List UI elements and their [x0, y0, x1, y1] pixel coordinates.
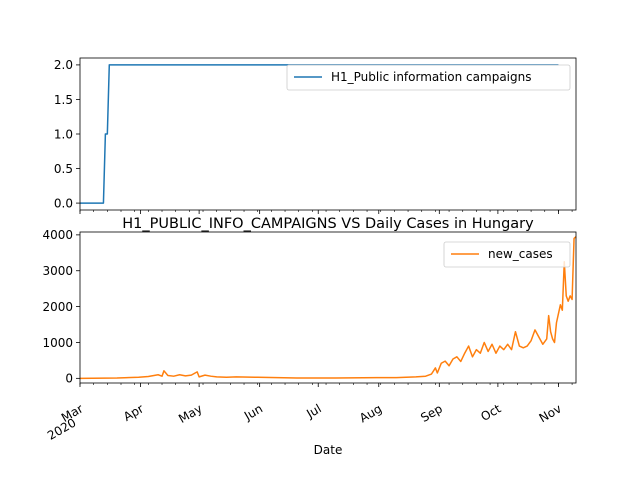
bottom-ytick-label: 4000 — [42, 228, 73, 242]
bottom-series-line-0 — [79, 236, 577, 380]
top-ytick-label: 2.0 — [54, 58, 73, 72]
bottom-ytick-label: 2000 — [42, 300, 73, 314]
top-legend-box — [286, 64, 571, 91]
bottom-legend: new_cases — [443, 241, 571, 268]
top-ytick-label: 1.0 — [54, 127, 73, 141]
bottom-ytick-label: 0 — [65, 372, 73, 386]
bottom-ytick-label: 3000 — [42, 264, 73, 278]
bottom-legend-box — [443, 241, 571, 268]
x-axis-label: Date — [314, 443, 343, 457]
xtick-label-jul: Jul — [303, 401, 323, 421]
top-ytick-label: 0.0 — [54, 196, 73, 210]
top-legend: H1_Public information campaigns — [286, 64, 571, 91]
top-legend-label: H1_Public information campaigns — [331, 70, 531, 84]
bottom-legend-label: new_cases — [488, 247, 553, 261]
top-series-line-0 — [80, 64, 559, 204]
bottom-subplot-title: H1_PUBLIC_INFO_CAMPAIGNS VS Daily Cases … — [122, 216, 534, 232]
top-ytick-label: 0.5 — [54, 162, 73, 176]
top-subplot: 0.0 0.5 1.0 1.5 2.0 H1_Public information ca… — [54, 57, 577, 214]
top-ytick-label: 1.5 — [54, 93, 73, 107]
bottom-subplot-frame — [79, 231, 577, 384]
bottom-ytick-label: 1000 — [42, 336, 73, 350]
